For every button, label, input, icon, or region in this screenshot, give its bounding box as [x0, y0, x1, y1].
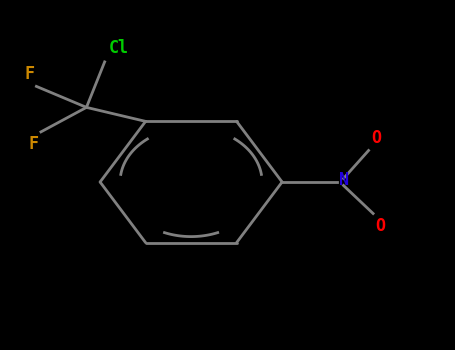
Text: O: O [371, 129, 381, 147]
Text: O: O [375, 217, 385, 235]
Text: F: F [29, 135, 39, 153]
Text: N: N [339, 171, 349, 189]
Text: F: F [24, 65, 34, 83]
Text: Cl: Cl [109, 38, 129, 57]
